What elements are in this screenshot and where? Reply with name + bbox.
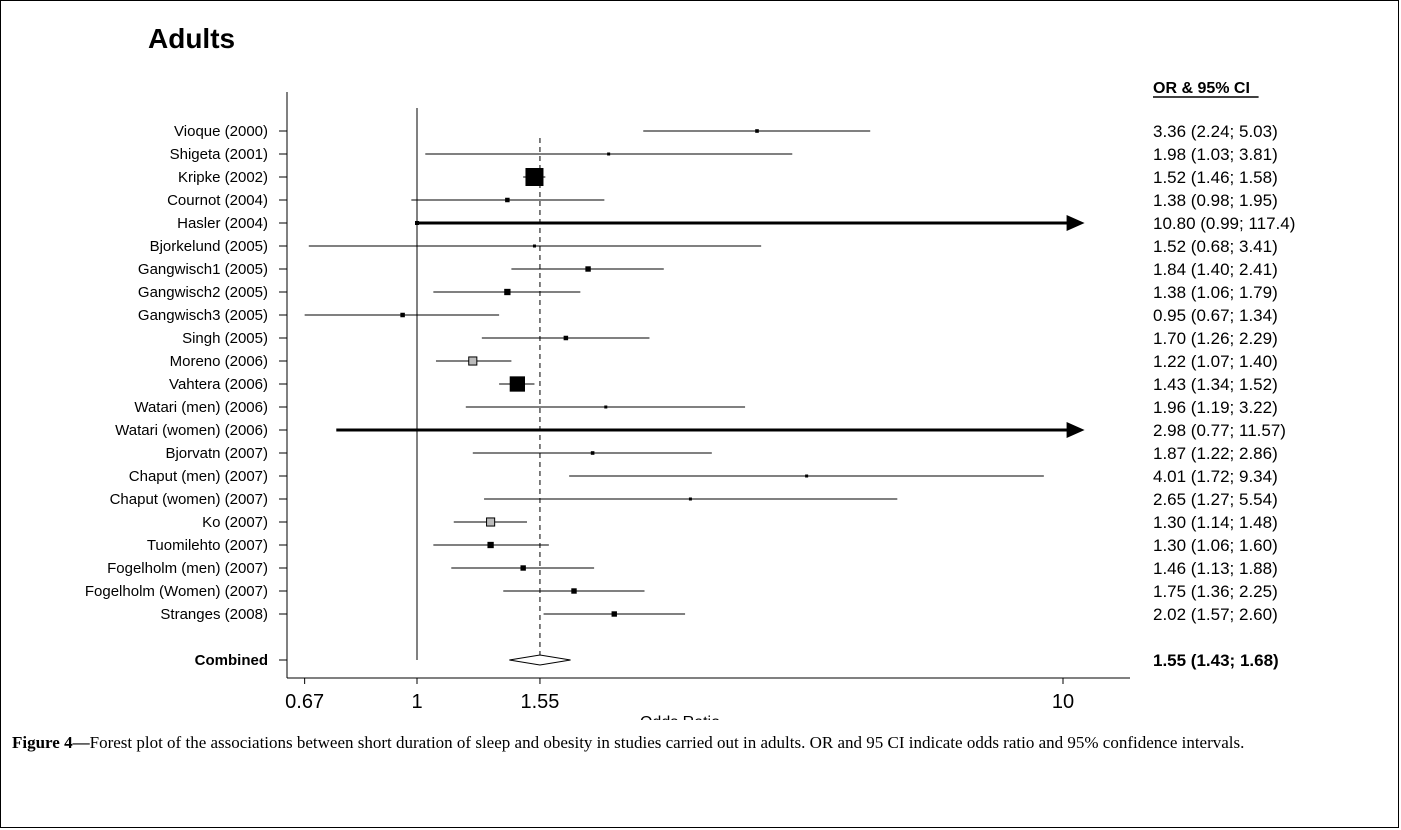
study-point — [571, 588, 577, 594]
study-label: Cournot (2004) — [167, 192, 268, 209]
study-label: Bjorvatn (2007) — [165, 445, 268, 462]
combined-or-text: 1.55 (1.43; 1.68) — [1153, 651, 1279, 670]
study-label: Kripke (2002) — [178, 169, 268, 186]
study-or-text: 1.38 (0.98; 1.95) — [1153, 191, 1278, 210]
study-point — [805, 474, 809, 478]
study-point — [468, 356, 478, 366]
study-or-text: 1.52 (0.68; 3.41) — [1153, 237, 1278, 256]
study-label: Singh (2005) — [182, 330, 268, 347]
study-label: Bjorkelund (2005) — [150, 238, 268, 255]
study-or-text: 4.01 (1.72; 9.34) — [1153, 467, 1278, 486]
study-point — [400, 312, 405, 318]
study-point — [585, 266, 591, 272]
study-point — [520, 565, 526, 571]
study-label: Moreno (2006) — [170, 353, 268, 370]
study-point — [563, 335, 569, 341]
study-or-text: 1.46 (1.13; 1.88) — [1153, 559, 1278, 578]
study-point — [590, 451, 595, 455]
study-or-text: 1.70 (1.26; 2.29) — [1153, 329, 1278, 348]
study-or-text: 1.96 (1.19; 3.22) — [1153, 398, 1278, 417]
study-ci-arrowhead — [1066, 422, 1085, 438]
study-label: Hasler (2004) — [177, 215, 268, 232]
study-label: Tuomilehto (2007) — [147, 537, 268, 554]
x-tick-label: 1 — [411, 691, 422, 713]
study-or-text: 1.30 (1.06; 1.60) — [1153, 536, 1278, 555]
study-or-text: 3.36 (2.24; 5.03) — [1153, 122, 1278, 141]
x-axis-title: Odds Ratio — [640, 714, 720, 720]
combined-label: Combined — [195, 652, 268, 669]
study-point — [504, 288, 511, 296]
study-label: Fogelholm (Women) (2007) — [85, 583, 268, 600]
x-tick-label: 1.55 — [520, 691, 559, 713]
study-point — [415, 221, 419, 225]
caption-text: Forest plot of the associations between … — [89, 733, 1245, 752]
study-point — [532, 244, 536, 248]
study-label: Gangwisch2 (2005) — [138, 284, 268, 301]
study-label: Chaput (men) (2007) — [129, 468, 268, 485]
study-point — [607, 152, 611, 156]
study-or-text: 1.43 (1.34; 1.52) — [1153, 375, 1278, 394]
study-label: Ko (2007) — [202, 514, 268, 531]
study-or-text: 2.65 (1.27; 5.54) — [1153, 490, 1278, 509]
study-ci-arrowhead — [1066, 215, 1085, 231]
study-point — [487, 541, 494, 549]
study-point — [486, 517, 496, 527]
study-label: Gangwisch3 (2005) — [138, 307, 268, 324]
x-tick-label: 0.67 — [285, 691, 324, 713]
study-or-text: 0.95 (0.67; 1.34) — [1153, 306, 1278, 325]
study-label: Watari (women) (2006) — [115, 422, 268, 439]
combined-diamond — [509, 654, 571, 666]
study-or-text: 2.02 (1.57; 2.60) — [1153, 605, 1278, 624]
study-point — [509, 376, 525, 392]
caption-lead: Figure 4 — [12, 733, 73, 752]
or-column-header: OR & 95% CI — [1153, 80, 1250, 97]
study-or-text: 1.52 (1.46; 1.58) — [1153, 168, 1278, 187]
study-point — [505, 197, 510, 203]
study-or-text: 10.80 (0.99; 117.4) — [1153, 214, 1295, 233]
study-label: Gangwisch1 (2005) — [138, 261, 268, 278]
study-label: Fogelholm (men) (2007) — [107, 560, 268, 577]
study-or-text: 1.98 (1.03; 3.81) — [1153, 145, 1278, 164]
study-or-text: 2.98 (0.77; 11.57) — [1153, 421, 1286, 440]
study-label: Stranges (2008) — [160, 606, 268, 623]
study-or-text: 1.22 (1.07; 1.40) — [1153, 352, 1278, 371]
figure-caption: Figure 4—Forest plot of the associations… — [12, 732, 1382, 754]
study-label: Vioque (2000) — [174, 123, 268, 140]
study-label: Vahtera (2006) — [169, 376, 268, 393]
forest-plot: Adults OR & 95% CI 0.67 1 1.55 10 Odds Ratio Vi… — [85, 23, 1296, 720]
study-point — [604, 405, 608, 409]
study-or-text: 1.87 (1.22; 2.86) — [1153, 444, 1278, 463]
study-point — [755, 129, 759, 133]
study-point — [525, 168, 544, 186]
study-or-text: 1.75 (1.36; 2.25) — [1153, 582, 1278, 601]
study-label: Shigeta (2001) — [170, 146, 268, 163]
x-tick-label: 10 — [1052, 691, 1074, 713]
study-or-text: 1.38 (1.06; 1.79) — [1153, 283, 1278, 302]
study-label: Watari (men) (2006) — [134, 399, 268, 416]
study-point — [611, 611, 617, 617]
study-or-text: 1.30 (1.14; 1.48) — [1153, 513, 1278, 532]
study-point — [688, 497, 692, 501]
chart-title: Adults — [148, 23, 235, 54]
caption-dash: — — [72, 733, 90, 752]
study-label: Chaput (women) (2007) — [110, 491, 268, 508]
study-or-text: 1.84 (1.40; 2.41) — [1153, 260, 1278, 279]
